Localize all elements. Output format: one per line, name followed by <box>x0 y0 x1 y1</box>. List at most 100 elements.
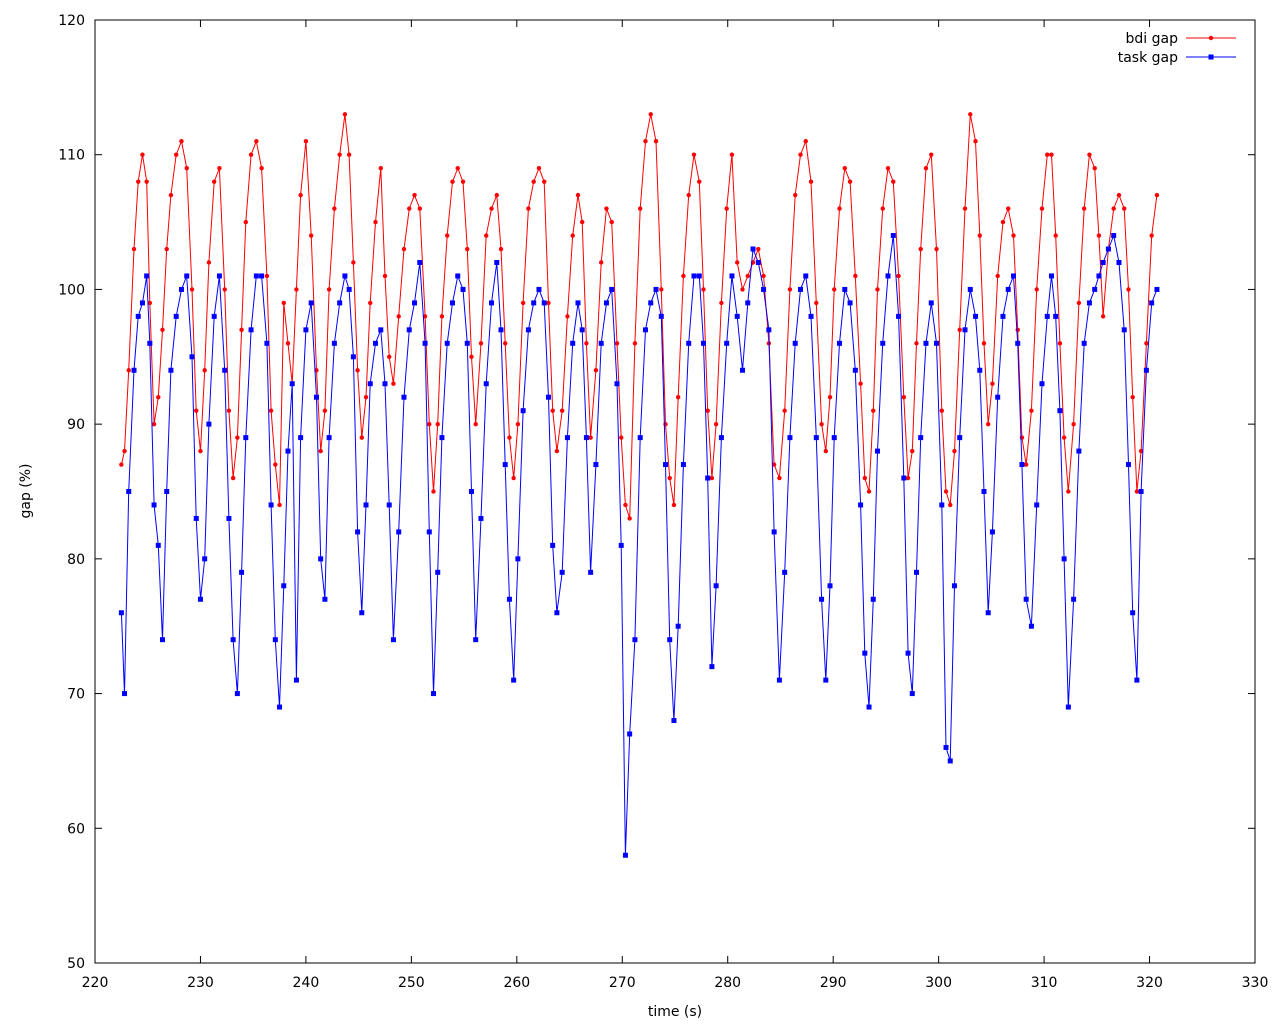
data-point <box>947 758 953 764</box>
data-point <box>520 300 526 306</box>
data-point <box>1116 259 1122 265</box>
data-point <box>1138 448 1144 454</box>
data-point <box>905 475 911 481</box>
data-point <box>1086 300 1092 306</box>
data-point <box>1149 233 1154 238</box>
data-point <box>761 286 767 292</box>
data-point <box>449 300 455 306</box>
data-point <box>550 408 555 413</box>
data-point <box>378 165 383 171</box>
data-point <box>761 273 766 279</box>
data-point <box>550 542 556 548</box>
data-point <box>342 112 348 117</box>
data-point <box>164 246 169 252</box>
data-point <box>1039 381 1045 387</box>
data-point <box>962 327 968 333</box>
data-point <box>871 408 876 413</box>
data-point <box>642 327 648 333</box>
data-point <box>546 300 551 306</box>
data-point <box>243 435 249 441</box>
data-point <box>653 139 659 144</box>
series-task-gap <box>118 233 1160 858</box>
data-point <box>745 300 751 306</box>
data-point <box>627 516 632 521</box>
data-point <box>359 435 364 440</box>
data-point <box>406 327 412 333</box>
data-point <box>619 435 624 440</box>
data-point <box>173 313 179 319</box>
data-point <box>896 313 902 319</box>
data-point <box>896 273 901 279</box>
data-point <box>909 691 915 697</box>
data-point <box>484 233 489 238</box>
data-point <box>277 502 282 508</box>
data-point <box>131 246 137 252</box>
data-point <box>705 475 711 481</box>
data-point <box>853 273 858 279</box>
data-point <box>313 394 319 400</box>
data-point <box>638 206 643 211</box>
data-point <box>1154 192 1160 198</box>
y-tick-label: 80 <box>67 552 85 568</box>
data-point <box>739 367 745 373</box>
data-point <box>667 637 673 643</box>
data-point <box>318 448 323 454</box>
series-line <box>120 114 1158 519</box>
data-point <box>554 448 560 454</box>
data-point <box>1092 286 1098 292</box>
data-point <box>298 435 304 441</box>
data-point <box>460 286 466 292</box>
data-point <box>671 502 677 508</box>
data-point <box>206 260 212 265</box>
data-point <box>1071 596 1077 602</box>
data-point <box>122 691 128 697</box>
data-point <box>1057 341 1063 346</box>
data-point <box>298 192 303 198</box>
data-point <box>905 650 911 656</box>
data-point <box>337 152 342 157</box>
data-point <box>771 462 777 467</box>
legend-label: task gap <box>1118 50 1178 66</box>
x-tick-label: 220 <box>82 975 109 991</box>
data-point <box>891 179 896 184</box>
data-point <box>837 206 842 211</box>
data-point <box>627 731 633 737</box>
data-point <box>144 273 150 279</box>
data-point <box>346 286 352 292</box>
data-point <box>326 435 332 441</box>
data-point <box>962 206 968 211</box>
data-point <box>243 219 248 225</box>
x-tick-label: 320 <box>1136 975 1163 991</box>
data-point <box>735 260 740 265</box>
data-point <box>164 489 170 494</box>
data-point <box>575 300 581 306</box>
data-point <box>559 408 565 413</box>
data-point <box>814 300 819 306</box>
data-point <box>281 300 286 306</box>
data-point <box>541 300 547 306</box>
data-point <box>382 381 388 387</box>
series-bdi-gap <box>119 112 1160 521</box>
data-point <box>1019 435 1025 440</box>
data-point <box>234 691 240 697</box>
data-point <box>147 340 153 346</box>
data-point <box>570 340 576 346</box>
data-point <box>391 381 396 386</box>
data-point <box>709 475 715 481</box>
data-point <box>1065 704 1071 710</box>
data-point <box>1015 327 1020 333</box>
data-point <box>368 300 373 306</box>
data-point <box>667 475 672 481</box>
data-point <box>268 502 274 508</box>
data-point <box>880 340 886 346</box>
data-point <box>697 179 702 184</box>
y-tick-label: 50 <box>67 956 85 972</box>
data-point <box>206 421 212 427</box>
data-point <box>1019 462 1025 468</box>
data-point <box>431 489 436 494</box>
data-point <box>346 152 352 157</box>
x-tick-label: 240 <box>293 975 320 991</box>
data-point <box>1034 287 1039 292</box>
data-point <box>813 435 819 441</box>
